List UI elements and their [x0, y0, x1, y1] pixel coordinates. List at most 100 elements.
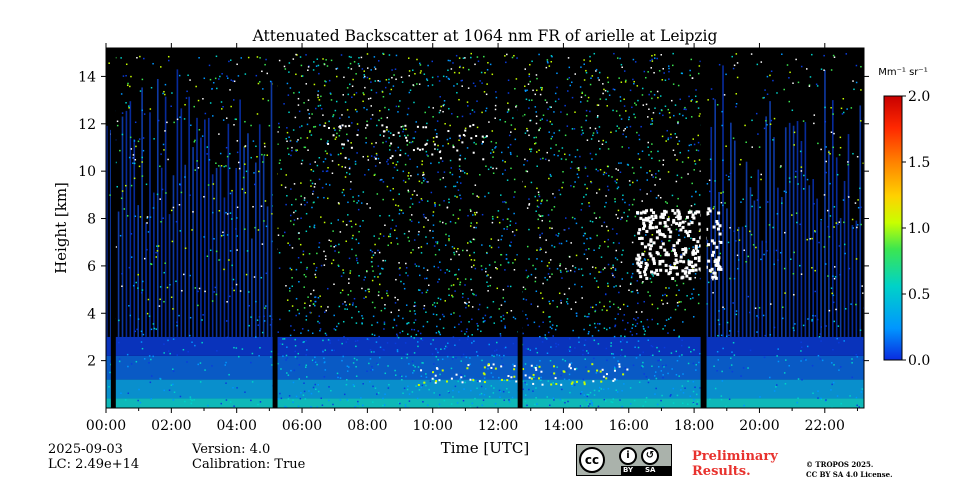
profile-column [777, 187, 779, 337]
noise-pixel [758, 146, 761, 148]
noise-pixel [642, 325, 645, 328]
noise-pixel [747, 255, 749, 258]
noise-pixel [157, 119, 160, 122]
noise-pixel [538, 53, 540, 56]
noise-pixel [583, 328, 585, 331]
noise-pixel [370, 261, 373, 263]
cloud-pixel [649, 208, 653, 212]
noise-pixel [327, 306, 329, 308]
cloud-pixel [661, 242, 665, 246]
colorbar-tick-label: 0.0 [908, 353, 930, 369]
noise-pixel [367, 288, 369, 291]
noise-pixel [295, 395, 298, 398]
noise-pixel [568, 77, 571, 79]
noise-pixel [751, 205, 753, 208]
noise-pixel [612, 303, 615, 306]
noise-pixel [527, 83, 530, 85]
noise-pixel [277, 331, 279, 333]
noise-pixel [655, 173, 657, 175]
noise-pixel [603, 398, 606, 401]
noise-pixel [316, 363, 318, 366]
noise-pixel [313, 61, 315, 63]
noise-pixel [295, 268, 298, 271]
profile-column [251, 238, 253, 337]
noise-pixel [125, 102, 127, 104]
noise-pixel [650, 123, 652, 126]
noise-pixel [373, 56, 376, 58]
noise-pixel [824, 120, 827, 123]
noise-pixel [402, 170, 405, 173]
noise-pixel [572, 265, 574, 267]
noise-pixel [199, 362, 202, 364]
profile-column [733, 140, 736, 337]
noise-pixel [490, 140, 493, 143]
noise-pixel [125, 63, 128, 66]
noise-pixel [315, 266, 318, 269]
noise-pixel [141, 347, 144, 350]
noise-pixel [428, 388, 430, 391]
noise-pixel [556, 268, 559, 270]
noise-pixel [842, 199, 845, 201]
cloud-pixel [644, 267, 648, 271]
noise-pixel [448, 239, 450, 242]
noise-pixel [464, 381, 466, 384]
profile-column [745, 161, 748, 337]
noise-pixel [437, 351, 439, 354]
noise-pixel [797, 397, 799, 400]
noise-pixel [589, 237, 592, 240]
noise-pixel [811, 320, 813, 322]
cloud-pixel [636, 261, 640, 265]
noise-pixel [453, 247, 456, 250]
noise-pixel [163, 389, 165, 392]
noise-pixel [770, 119, 773, 122]
noise-pixel [615, 285, 617, 287]
noise-pixel [346, 308, 349, 311]
noise-pixel [493, 322, 496, 324]
noise-pixel [442, 177, 445, 179]
noise-pixel [332, 115, 334, 118]
cirrus-pixel [339, 125, 342, 128]
noise-pixel [587, 315, 590, 318]
noise-pixel [323, 361, 326, 364]
noise-pixel [304, 398, 307, 400]
noise-pixel [838, 154, 841, 156]
cloud-pixel [715, 245, 719, 249]
noise-pixel [338, 135, 341, 137]
profile-column [812, 179, 815, 337]
noise-pixel [349, 188, 352, 191]
noise-pixel [589, 60, 591, 62]
noise-pixel [318, 246, 320, 249]
noise-pixel [626, 272, 629, 274]
noise-pixel [755, 246, 757, 249]
noise-pixel [340, 54, 343, 56]
cloud-pixel [691, 251, 695, 255]
cloud-pixel [637, 258, 641, 262]
noise-pixel [491, 215, 494, 218]
noise-pixel [526, 404, 528, 407]
noise-pixel [634, 325, 637, 327]
noise-pixel [355, 254, 357, 257]
noise-pixel [397, 111, 399, 113]
noise-pixel [820, 326, 822, 328]
noise-pixel [285, 137, 288, 140]
noise-pixel [616, 178, 618, 181]
noise-pixel [327, 339, 330, 341]
noise-pixel [838, 245, 841, 247]
noise-pixel [796, 401, 798, 404]
noise-pixel [420, 246, 423, 248]
noise-pixel [322, 350, 324, 353]
aerosol-pixel [569, 367, 572, 370]
noise-pixel [447, 342, 449, 345]
noise-pixel [295, 297, 298, 300]
noise-pixel [550, 175, 552, 177]
noise-pixel [806, 238, 808, 241]
noise-pixel [432, 116, 434, 118]
noise-pixel [298, 91, 300, 94]
noise-pixel [414, 366, 416, 368]
noise-pixel [678, 375, 680, 377]
x-tick-label: 20:00 [739, 418, 779, 434]
noise-pixel [418, 265, 420, 268]
noise-pixel [662, 303, 664, 305]
noise-pixel [634, 319, 637, 321]
noise-pixel [634, 116, 637, 119]
